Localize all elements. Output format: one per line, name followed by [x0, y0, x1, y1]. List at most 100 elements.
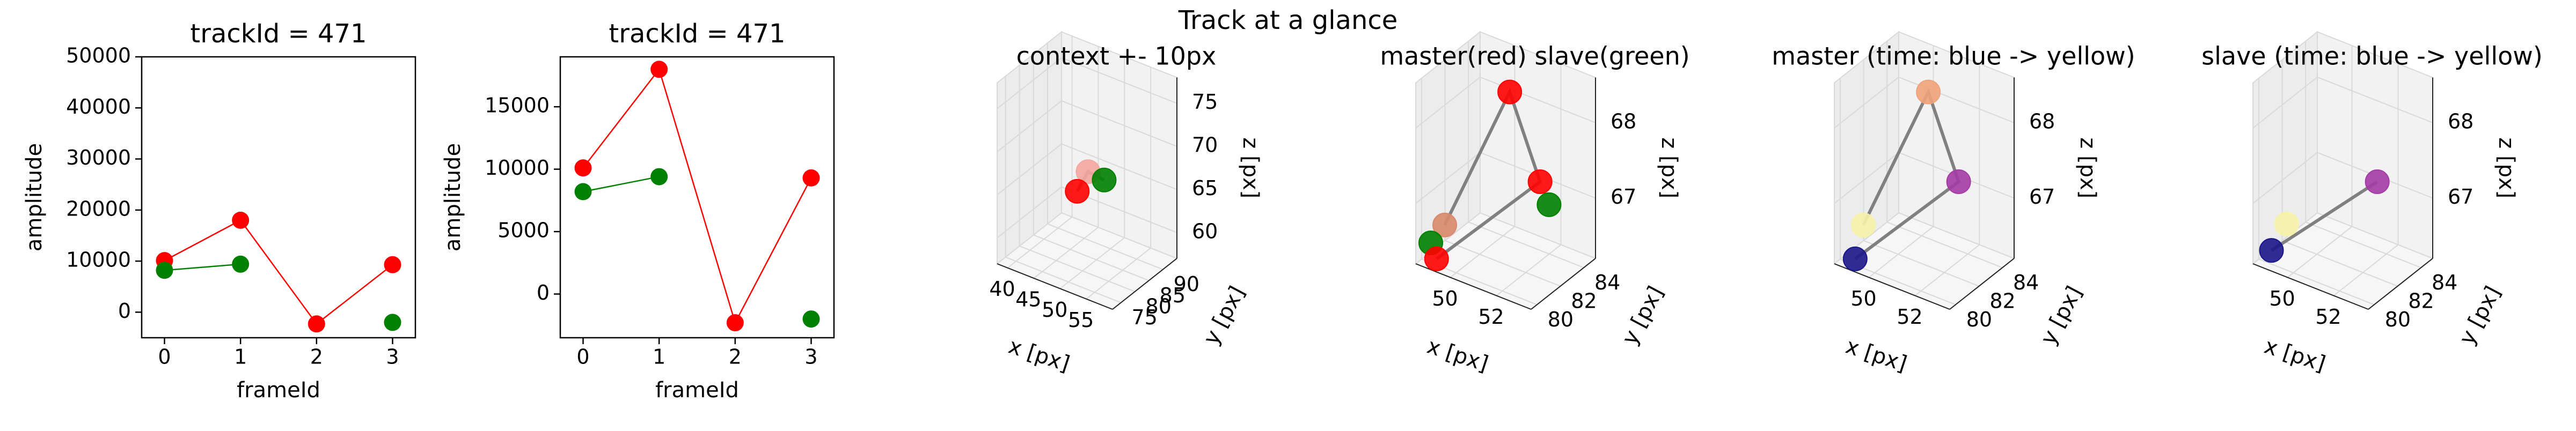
scatter-point — [1424, 246, 1449, 271]
x-tick-label: 50 — [1042, 298, 1067, 322]
data-point — [650, 61, 668, 78]
y-tick-label: 15000 — [485, 94, 550, 117]
y-tick-label: 82 — [1989, 289, 2015, 313]
z-tick-label: 60 — [1192, 219, 1218, 243]
y-tick-label: 84 — [1594, 271, 1620, 294]
x-grid — [2333, 64, 2399, 296]
y-axis-label: y [px] — [2036, 282, 2087, 349]
y-tick-label: 75 — [1131, 306, 1157, 329]
trajectory-line — [2270, 180, 2379, 252]
z-grid — [997, 186, 1177, 239]
x-tick-label: 1 — [234, 345, 247, 369]
x-tick-label: 45 — [1015, 288, 1041, 311]
scatter-point — [1842, 246, 1868, 271]
x-tick-label: 3 — [804, 345, 817, 369]
y-axis — [2368, 258, 2433, 310]
x-axis-label: x [px] — [1843, 334, 1910, 377]
y-tick-label: 84 — [2432, 271, 2457, 294]
z-tick-label: 68 — [2448, 109, 2473, 133]
y-tick-label: 84 — [2013, 271, 2039, 294]
panel-title: slave (time: blue -> yellow) — [2201, 42, 2543, 71]
x-tick-label: 0 — [576, 345, 589, 369]
panel-title: context +- 10px — [1016, 42, 1217, 71]
scatter-point — [1946, 169, 1971, 195]
z-tick-label: 67 — [2448, 185, 2473, 209]
x-tick-label: 2 — [310, 345, 323, 369]
x-axis — [1834, 263, 1950, 310]
line-chart-1: trackId = 471 0 1 2 3 0 10000 20000 30000 40000 50… — [22, 19, 416, 403]
data-point — [308, 315, 325, 333]
y-grid — [2281, 60, 2398, 287]
data-point — [650, 168, 668, 185]
y-tick-label: 30000 — [66, 146, 131, 169]
x-grid — [1496, 64, 1562, 296]
y-grid — [1019, 65, 1136, 292]
x-tick-label: 50 — [2269, 287, 2295, 310]
y-tick-label: 0 — [537, 281, 550, 304]
x-grid — [1059, 56, 1125, 289]
z-grid — [2252, 152, 2433, 204]
pane-side — [997, 31, 1062, 265]
y-grid — [2258, 78, 2375, 306]
y-tick-label: 10000 — [66, 248, 131, 272]
y-axis-label: amplitude — [22, 143, 47, 251]
y-axis — [1949, 258, 2015, 310]
y-tick-label: 80 — [1146, 294, 1172, 318]
y-grid — [1863, 60, 1979, 287]
series-line-1 — [164, 219, 393, 325]
series-line-2 — [583, 176, 660, 192]
y-grid — [1005, 76, 1122, 303]
y-grid — [1046, 43, 1163, 270]
z-tick-label: 67 — [1611, 185, 1636, 209]
y-axis — [1112, 258, 1177, 310]
z-grid — [997, 143, 1177, 196]
x-tick-label: 3 — [386, 345, 399, 369]
scatter-point — [1065, 179, 1090, 204]
x-axis-label: x [px] — [2262, 334, 2329, 377]
data-point — [802, 169, 820, 187]
y-tick-label: 82 — [1571, 289, 1597, 313]
scatter-point — [2365, 169, 2390, 195]
y-axis-label: y [px] — [1199, 282, 1250, 349]
scatter-point — [1092, 167, 1117, 192]
x-tick-label: 40 — [989, 277, 1015, 301]
z-grid — [997, 57, 1177, 109]
z-tick-label: 67 — [2029, 185, 2055, 209]
x-axis-label: x [px] — [1424, 334, 1491, 377]
y-grid — [1444, 60, 1561, 287]
y-tick-label: 10000 — [485, 156, 550, 180]
y-tick-label: 85 — [1160, 284, 1185, 307]
trajectory-line — [1854, 87, 1961, 261]
y-tick-label: 0 — [118, 299, 131, 323]
x-tick-label: 50 — [1850, 287, 1876, 310]
z-axis-label: z [px] — [2075, 137, 2100, 198]
y-axis — [1531, 258, 1596, 310]
y-tick-label: 80 — [1966, 308, 1992, 331]
y-grid — [1468, 41, 1584, 269]
data-point — [802, 310, 820, 328]
scatter-point — [1497, 79, 1523, 105]
x-grid — [1033, 46, 1099, 279]
line-chart-2: trackId = 471 0 1 2 3 0 5000 10000 15000 frameId a… — [441, 19, 835, 403]
data-point — [384, 314, 401, 331]
x-grid — [1007, 36, 1073, 269]
data-point — [232, 211, 250, 229]
scatter-point — [1432, 212, 1458, 237]
z-grid — [2252, 76, 2433, 129]
x-grid — [2287, 46, 2353, 278]
x-grid — [1914, 64, 1980, 296]
z-axis-label: z [px] — [2494, 137, 2519, 198]
data-point — [574, 183, 592, 200]
z-tick-label: 65 — [1192, 176, 1218, 200]
z-grid — [1415, 76, 1596, 129]
scatter-point — [2274, 211, 2299, 236]
y-axis-label: y [px] — [2455, 282, 2506, 349]
trajectory-line — [1436, 87, 1542, 261]
z-tick-label: 75 — [1192, 90, 1218, 114]
panel-title: master (time: blue -> yellow) — [1772, 42, 2135, 71]
z-grid — [1834, 76, 2015, 129]
x-axis-label: frameId — [655, 378, 739, 403]
